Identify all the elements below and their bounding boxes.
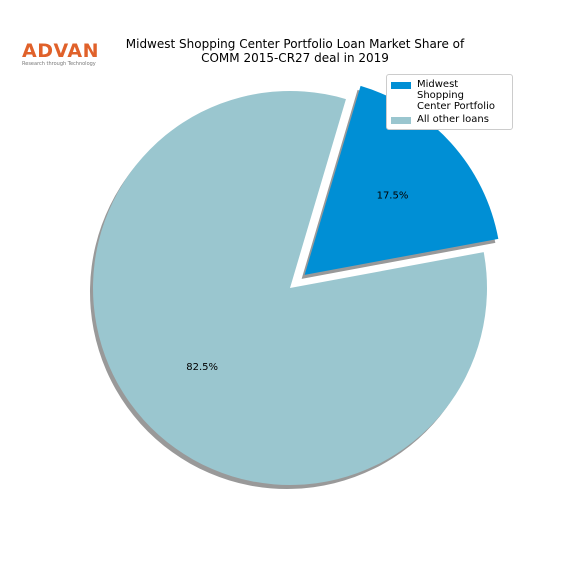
chart-title: Midwest Shopping Center Portfolio Loan M… [125, 37, 465, 65]
legend-item: All other loans [391, 114, 508, 125]
logo-tagline: Research through Technology [22, 61, 96, 67]
legend-swatch [391, 82, 411, 89]
legend-label: All other loans [417, 114, 489, 125]
logo-name: ADVAN [22, 40, 99, 62]
legend-item: Midwest Shopping Center Portfolio [391, 79, 508, 112]
pie-slice [304, 85, 499, 275]
pie-slice [92, 91, 487, 485]
data-label: 17.5% [377, 191, 409, 202]
legend-swatch [391, 117, 411, 124]
logo: ADVAN Research through Technology [22, 40, 99, 68]
legend: Midwest Shopping Center Portfolio All oth… [386, 74, 513, 130]
data-label: 82.5% [186, 362, 218, 373]
legend-label: Midwest Shopping Center Portfolio [417, 79, 495, 112]
